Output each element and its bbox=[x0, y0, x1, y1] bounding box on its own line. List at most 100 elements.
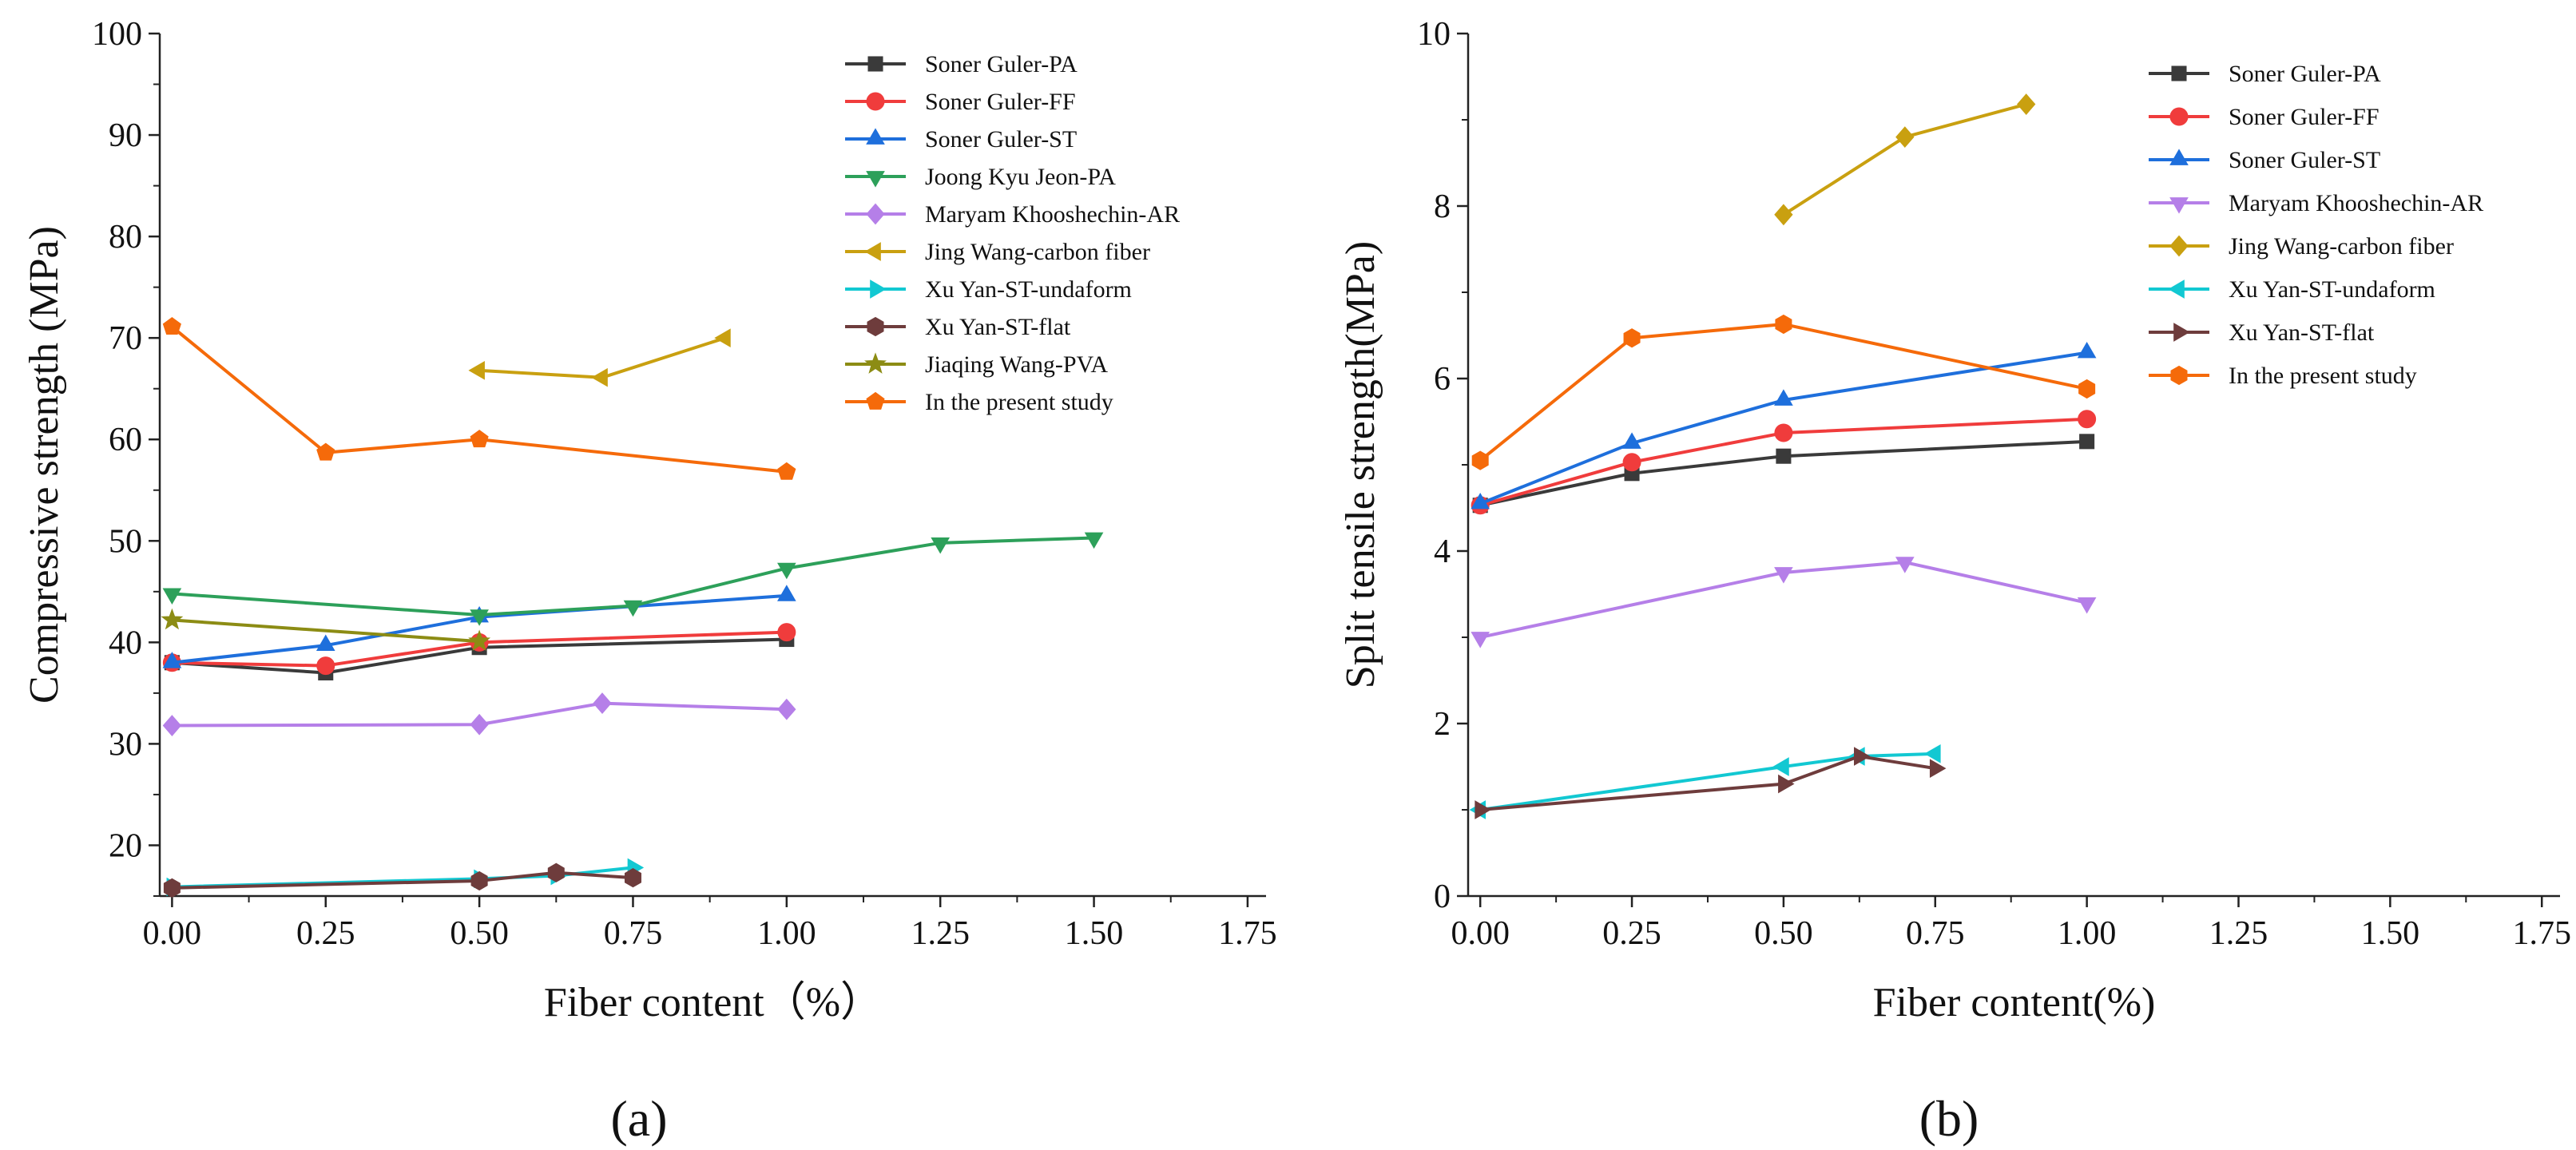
legend-marker bbox=[2173, 323, 2190, 342]
x-tick-label: 1.50 bbox=[2361, 915, 2420, 952]
x-tick-label: 1.25 bbox=[911, 915, 970, 952]
x-tick-label: 1.75 bbox=[1218, 915, 1277, 952]
series-xu-yan-st-undaform bbox=[166, 858, 645, 897]
legend-label: Joong Kyu Jeon-PA bbox=[925, 164, 1116, 190]
data-point bbox=[2077, 341, 2097, 359]
legend: Soner Guler-PA Soner Guler-FF Soner Guler-… bbox=[2149, 61, 2483, 389]
legend: Soner Guler-PA Soner Guler-FF Soner Guler-… bbox=[845, 51, 1180, 415]
data-point bbox=[2078, 379, 2096, 399]
data-point bbox=[1471, 632, 1490, 648]
series-soner-guler-st bbox=[1471, 341, 2097, 510]
y-tick-label: 70 bbox=[109, 320, 142, 357]
x-tick-label: 1.25 bbox=[2209, 915, 2268, 952]
x-tick-label: 0.75 bbox=[604, 915, 663, 952]
legend-label: Xu Yan-ST-undaform bbox=[925, 276, 1132, 303]
legend-marker bbox=[867, 56, 883, 72]
y-tick-label: 30 bbox=[109, 726, 142, 763]
legend-item-xu-yan-st-undaform: Xu Yan-ST-undaform bbox=[845, 276, 1132, 303]
legend-label: Xu Yan-ST-undaform bbox=[2229, 276, 2435, 303]
series-soner-guler-ff bbox=[1471, 410, 2097, 515]
y-tick-label: 80 bbox=[109, 219, 142, 256]
legend-label: Soner Guler-PA bbox=[925, 51, 1078, 77]
data-point bbox=[1776, 448, 1792, 464]
data-point bbox=[1623, 328, 1641, 348]
data-point bbox=[162, 588, 182, 605]
legend-label: Maryam Khooshechin-AR bbox=[2229, 190, 2483, 216]
series-in-the-present-study bbox=[162, 317, 796, 480]
series-line bbox=[1479, 439, 2087, 507]
legend-marker bbox=[2169, 235, 2189, 257]
legend-marker bbox=[867, 316, 884, 337]
legend-marker bbox=[2169, 197, 2189, 214]
chart-b: 0.00 0.25 0.50 0.75 1.00 1.25 1.50 1.75 0 2 4 6 8 10 F… bbox=[1338, 16, 2571, 1025]
data-point bbox=[161, 608, 184, 630]
y-tick-label: 6 bbox=[1434, 361, 1451, 398]
x-tick-label: 0.50 bbox=[1754, 915, 1813, 952]
panel-label-a: (a) bbox=[610, 1090, 667, 1147]
series-jing-wang-carbon-fiber bbox=[468, 328, 731, 387]
series-joong-kyu-jeon-pa bbox=[162, 532, 1104, 626]
data-point bbox=[316, 656, 335, 676]
data-point bbox=[1924, 744, 1941, 763]
legend-label: Jing Wang-carbon fiber bbox=[2229, 233, 2454, 260]
legend-item-maryam-khooshechin-ar: Maryam Khooshechin-AR bbox=[2149, 190, 2483, 216]
y-tick-label: 100 bbox=[92, 16, 142, 53]
x-tick-label: 0.25 bbox=[1602, 915, 1661, 952]
data-point bbox=[777, 585, 796, 601]
data-point bbox=[1475, 800, 1491, 819]
series-maryam-khooshechin-ar bbox=[162, 692, 796, 736]
y-tick-label: 90 bbox=[109, 117, 142, 154]
legend-item-jing-wang-carbon-fiber: Jing Wang-carbon fiber bbox=[2149, 233, 2454, 260]
legend-marker bbox=[2171, 65, 2187, 81]
data-point bbox=[623, 600, 643, 617]
data-point bbox=[2077, 597, 2097, 614]
series-jiaqing-wang-pva bbox=[161, 608, 491, 651]
legend-marker bbox=[864, 242, 881, 261]
data-point bbox=[468, 361, 485, 380]
legend-item-soner-guler-pa: Soner Guler-PA bbox=[2149, 61, 2381, 87]
legend-item-soner-guler-ff: Soner Guler-FF bbox=[845, 89, 1076, 115]
data-point bbox=[714, 328, 731, 347]
series-line bbox=[1479, 351, 2087, 506]
data-point bbox=[163, 878, 181, 898]
series-line bbox=[172, 618, 480, 644]
series-xu-yan-st-flat bbox=[1475, 747, 1947, 819]
legend-item-in-the-present-study: In the present study bbox=[2149, 363, 2417, 389]
legend-item-xu-yan-st-undaform: Xu Yan-ST-undaform bbox=[2149, 276, 2435, 303]
legend-label: Soner Guler-ST bbox=[925, 126, 1077, 153]
x-tick-label: 0.50 bbox=[450, 915, 509, 952]
y-tick-label: 40 bbox=[109, 625, 142, 661]
data-point bbox=[777, 562, 796, 580]
series-line bbox=[1479, 322, 2088, 462]
data-point bbox=[316, 442, 335, 461]
legend-item-maryam-khooshechin-ar: Maryam Khooshechin-AR bbox=[845, 201, 1180, 228]
series-line bbox=[1479, 751, 1935, 811]
legend-item-soner-guler-st: Soner Guler-ST bbox=[2149, 147, 2380, 173]
legend-label: Xu Yan-ST-flat bbox=[2229, 319, 2375, 346]
x-tick-label: 1.50 bbox=[1065, 915, 1124, 952]
series-line bbox=[172, 536, 1094, 617]
series-xu-yan-st-flat bbox=[163, 862, 641, 898]
x-tick-label: 1.00 bbox=[757, 915, 816, 952]
legend-item-xu-yan-st-flat: Xu Yan-ST-flat bbox=[845, 314, 1071, 340]
legend-label: Soner Guler-FF bbox=[2229, 104, 2380, 130]
legend-label: In the present study bbox=[925, 389, 1113, 415]
data-point bbox=[1778, 774, 1795, 794]
data-point bbox=[470, 430, 489, 448]
x-axis-label: Fiber content(%) bbox=[1873, 980, 2156, 1025]
x-axis-label: Fiber content（%） bbox=[544, 980, 882, 1025]
panel-label-b: (b) bbox=[1919, 1090, 1979, 1147]
y-axis-label: Split tensile strength(MPa) bbox=[1338, 241, 1383, 688]
data-point bbox=[1084, 532, 1104, 549]
data-point bbox=[1471, 492, 1490, 510]
data-point bbox=[162, 715, 182, 736]
legend-marker bbox=[2169, 149, 2189, 165]
data-point bbox=[931, 537, 951, 554]
chart-a: 0.00 0.25 0.50 0.75 1.00 1.25 1.50 1.75 20 30 40 50… bbox=[22, 16, 1277, 1025]
legend-item-xu-yan-st-flat: Xu Yan-ST-flat bbox=[2149, 319, 2375, 346]
data-point bbox=[591, 367, 608, 387]
y-tick-label: 2 bbox=[1434, 706, 1451, 743]
data-point bbox=[1929, 759, 1947, 778]
x-tick-label: 1.00 bbox=[2058, 915, 2117, 952]
